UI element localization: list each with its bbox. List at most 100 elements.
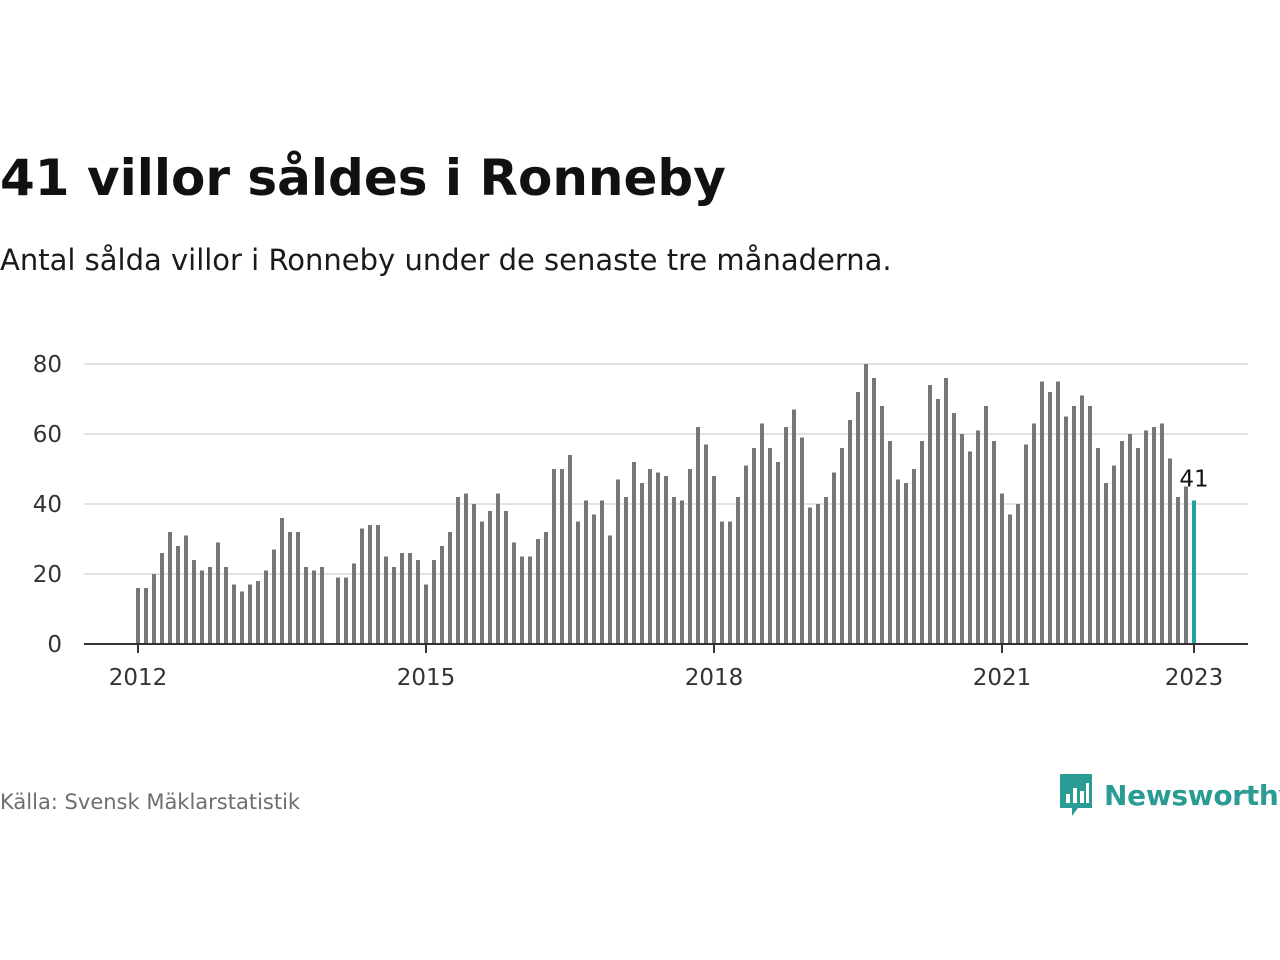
- bar: [528, 556, 532, 644]
- bar: [464, 493, 468, 644]
- y-tick-label: 80: [33, 352, 62, 378]
- bar: [608, 535, 612, 644]
- bar: [560, 469, 564, 644]
- x-tick-label: 2023: [1165, 665, 1224, 691]
- x-tick-label: 2021: [973, 665, 1032, 691]
- bar: [656, 472, 660, 644]
- bar: [1128, 434, 1132, 644]
- bar: [856, 392, 860, 644]
- bar: [1008, 514, 1012, 644]
- bar: [848, 420, 852, 644]
- bar: [1168, 458, 1172, 644]
- y-tick-label: 60: [33, 422, 62, 448]
- bar: [280, 518, 284, 644]
- bar: [296, 532, 300, 644]
- bar: [1184, 486, 1188, 644]
- source-note: Källa: Svensk Mäklarstatistik: [0, 790, 301, 814]
- bar: [496, 493, 500, 644]
- bar: [736, 497, 740, 644]
- newsworthy-logo-icon: [1060, 774, 1092, 816]
- bar: [368, 525, 372, 644]
- bar: [288, 532, 292, 644]
- bar: [784, 427, 788, 644]
- bar: [312, 570, 316, 644]
- bar: [1144, 430, 1148, 644]
- bar: [512, 542, 516, 644]
- bar: [504, 511, 508, 644]
- bar: [1104, 483, 1108, 644]
- bar: [864, 364, 868, 644]
- bar: [392, 567, 396, 644]
- bar: [224, 567, 228, 644]
- bar: [992, 441, 996, 644]
- y-tick-label: 0: [47, 632, 62, 658]
- bar: [408, 553, 412, 644]
- bar: [200, 570, 204, 644]
- bar: [152, 574, 156, 644]
- bar: [1040, 381, 1044, 644]
- bar: [576, 521, 580, 644]
- bar: [600, 500, 604, 644]
- bar: [1176, 497, 1180, 644]
- bar: [240, 591, 244, 644]
- bar: [800, 437, 804, 644]
- bar: [720, 521, 724, 644]
- bar: [360, 528, 364, 644]
- bar: [400, 553, 404, 644]
- bar: [568, 455, 572, 644]
- bar: [176, 546, 180, 644]
- bar: [448, 532, 452, 644]
- bar: [904, 483, 908, 644]
- bar: [984, 406, 988, 644]
- bar: [1064, 416, 1068, 644]
- bar: [232, 584, 236, 644]
- bar: [832, 472, 836, 644]
- bar: [944, 378, 948, 644]
- bar: [952, 413, 956, 644]
- bar: [440, 546, 444, 644]
- bar: [1032, 423, 1036, 644]
- bar: [488, 511, 492, 644]
- bar: [384, 556, 388, 644]
- y-tick-label: 40: [33, 492, 62, 518]
- brand-name: Newsworthy: [1104, 778, 1280, 812]
- bar: [688, 469, 692, 644]
- bar: [744, 465, 748, 644]
- bar: [456, 497, 460, 644]
- bar: [1048, 392, 1052, 644]
- bar: [1088, 406, 1092, 644]
- bar: [728, 521, 732, 644]
- bar: [304, 567, 308, 644]
- bar: [1096, 448, 1100, 644]
- bar: [184, 535, 188, 644]
- bar: [760, 423, 764, 644]
- bar: [912, 469, 916, 644]
- bar: [880, 406, 884, 644]
- bar: [584, 500, 588, 644]
- bar: [552, 469, 556, 644]
- bar: [632, 462, 636, 644]
- bar: [664, 476, 668, 644]
- bar: [344, 577, 348, 644]
- bar: [592, 514, 596, 644]
- bar: [1152, 427, 1156, 644]
- bar: [936, 399, 940, 644]
- bar: [424, 584, 428, 644]
- bar: [1112, 465, 1116, 644]
- x-tick-label: 2012: [109, 665, 168, 691]
- brand-logo[interactable]: Newsworthy: [1058, 772, 1280, 818]
- bar: [808, 507, 812, 644]
- bar: [248, 584, 252, 644]
- x-tick-label: 2018: [685, 665, 744, 691]
- bar: [320, 567, 324, 644]
- bar: [480, 521, 484, 644]
- bar: [824, 497, 828, 644]
- bar: [1120, 441, 1124, 644]
- bar: [416, 560, 420, 644]
- bar: [776, 462, 780, 644]
- bar: [144, 588, 148, 644]
- bar: [792, 409, 796, 644]
- x-tick-label: 2015: [397, 665, 456, 691]
- bar: [376, 525, 380, 644]
- bar: [1136, 448, 1140, 644]
